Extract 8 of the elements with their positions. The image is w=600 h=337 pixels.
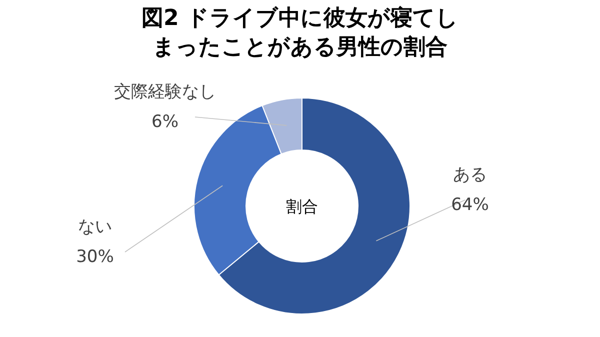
data-label: 6%: [152, 112, 178, 132]
slice-label: 交際経験なし: [114, 82, 216, 102]
data-label: 30%: [76, 247, 114, 267]
slice-label: ある: [453, 165, 487, 185]
data-label: 64%: [451, 195, 489, 215]
chart-title: 図2 ドライブ中に彼女が寝てしまったことがある男性の割合: [140, 4, 460, 62]
text: 割合: [286, 197, 318, 216]
slice-label: ない: [78, 217, 112, 237]
